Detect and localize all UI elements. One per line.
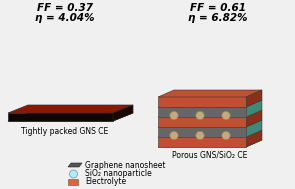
Polygon shape [8,113,133,121]
Bar [68,179,78,185]
Text: Graphene nanosheet: Graphene nanosheet [85,160,165,170]
Polygon shape [246,110,262,127]
Polygon shape [113,105,133,121]
Polygon shape [158,120,262,127]
Polygon shape [158,127,246,137]
Text: SiO₂ nanoparticle: SiO₂ nanoparticle [85,170,152,178]
Polygon shape [158,110,262,117]
Polygon shape [158,117,246,127]
Polygon shape [246,90,262,107]
Circle shape [196,111,204,120]
Polygon shape [158,107,246,117]
Circle shape [222,111,230,120]
Text: η = 4.04%: η = 4.04% [35,13,95,23]
Polygon shape [8,105,133,113]
Polygon shape [158,90,262,97]
Circle shape [196,131,204,140]
Polygon shape [158,130,262,137]
Circle shape [70,170,78,178]
Polygon shape [68,163,82,167]
Text: η = 6.82%: η = 6.82% [188,13,248,23]
Polygon shape [158,140,262,147]
Text: Tightly packed GNS CE: Tightly packed GNS CE [21,128,109,136]
Text: Electrolyte: Electrolyte [85,177,126,187]
Text: Porous GNS/SiO₂ CE: Porous GNS/SiO₂ CE [172,150,248,160]
Text: FF = 0.37: FF = 0.37 [37,3,93,13]
Polygon shape [246,120,262,137]
Polygon shape [158,100,262,107]
Polygon shape [158,137,246,147]
Circle shape [170,111,178,120]
Circle shape [222,131,230,140]
Circle shape [170,131,178,140]
Polygon shape [246,130,262,147]
Text: FF = 0.61: FF = 0.61 [190,3,246,13]
Polygon shape [158,97,246,107]
Polygon shape [246,100,262,117]
Polygon shape [8,113,113,121]
